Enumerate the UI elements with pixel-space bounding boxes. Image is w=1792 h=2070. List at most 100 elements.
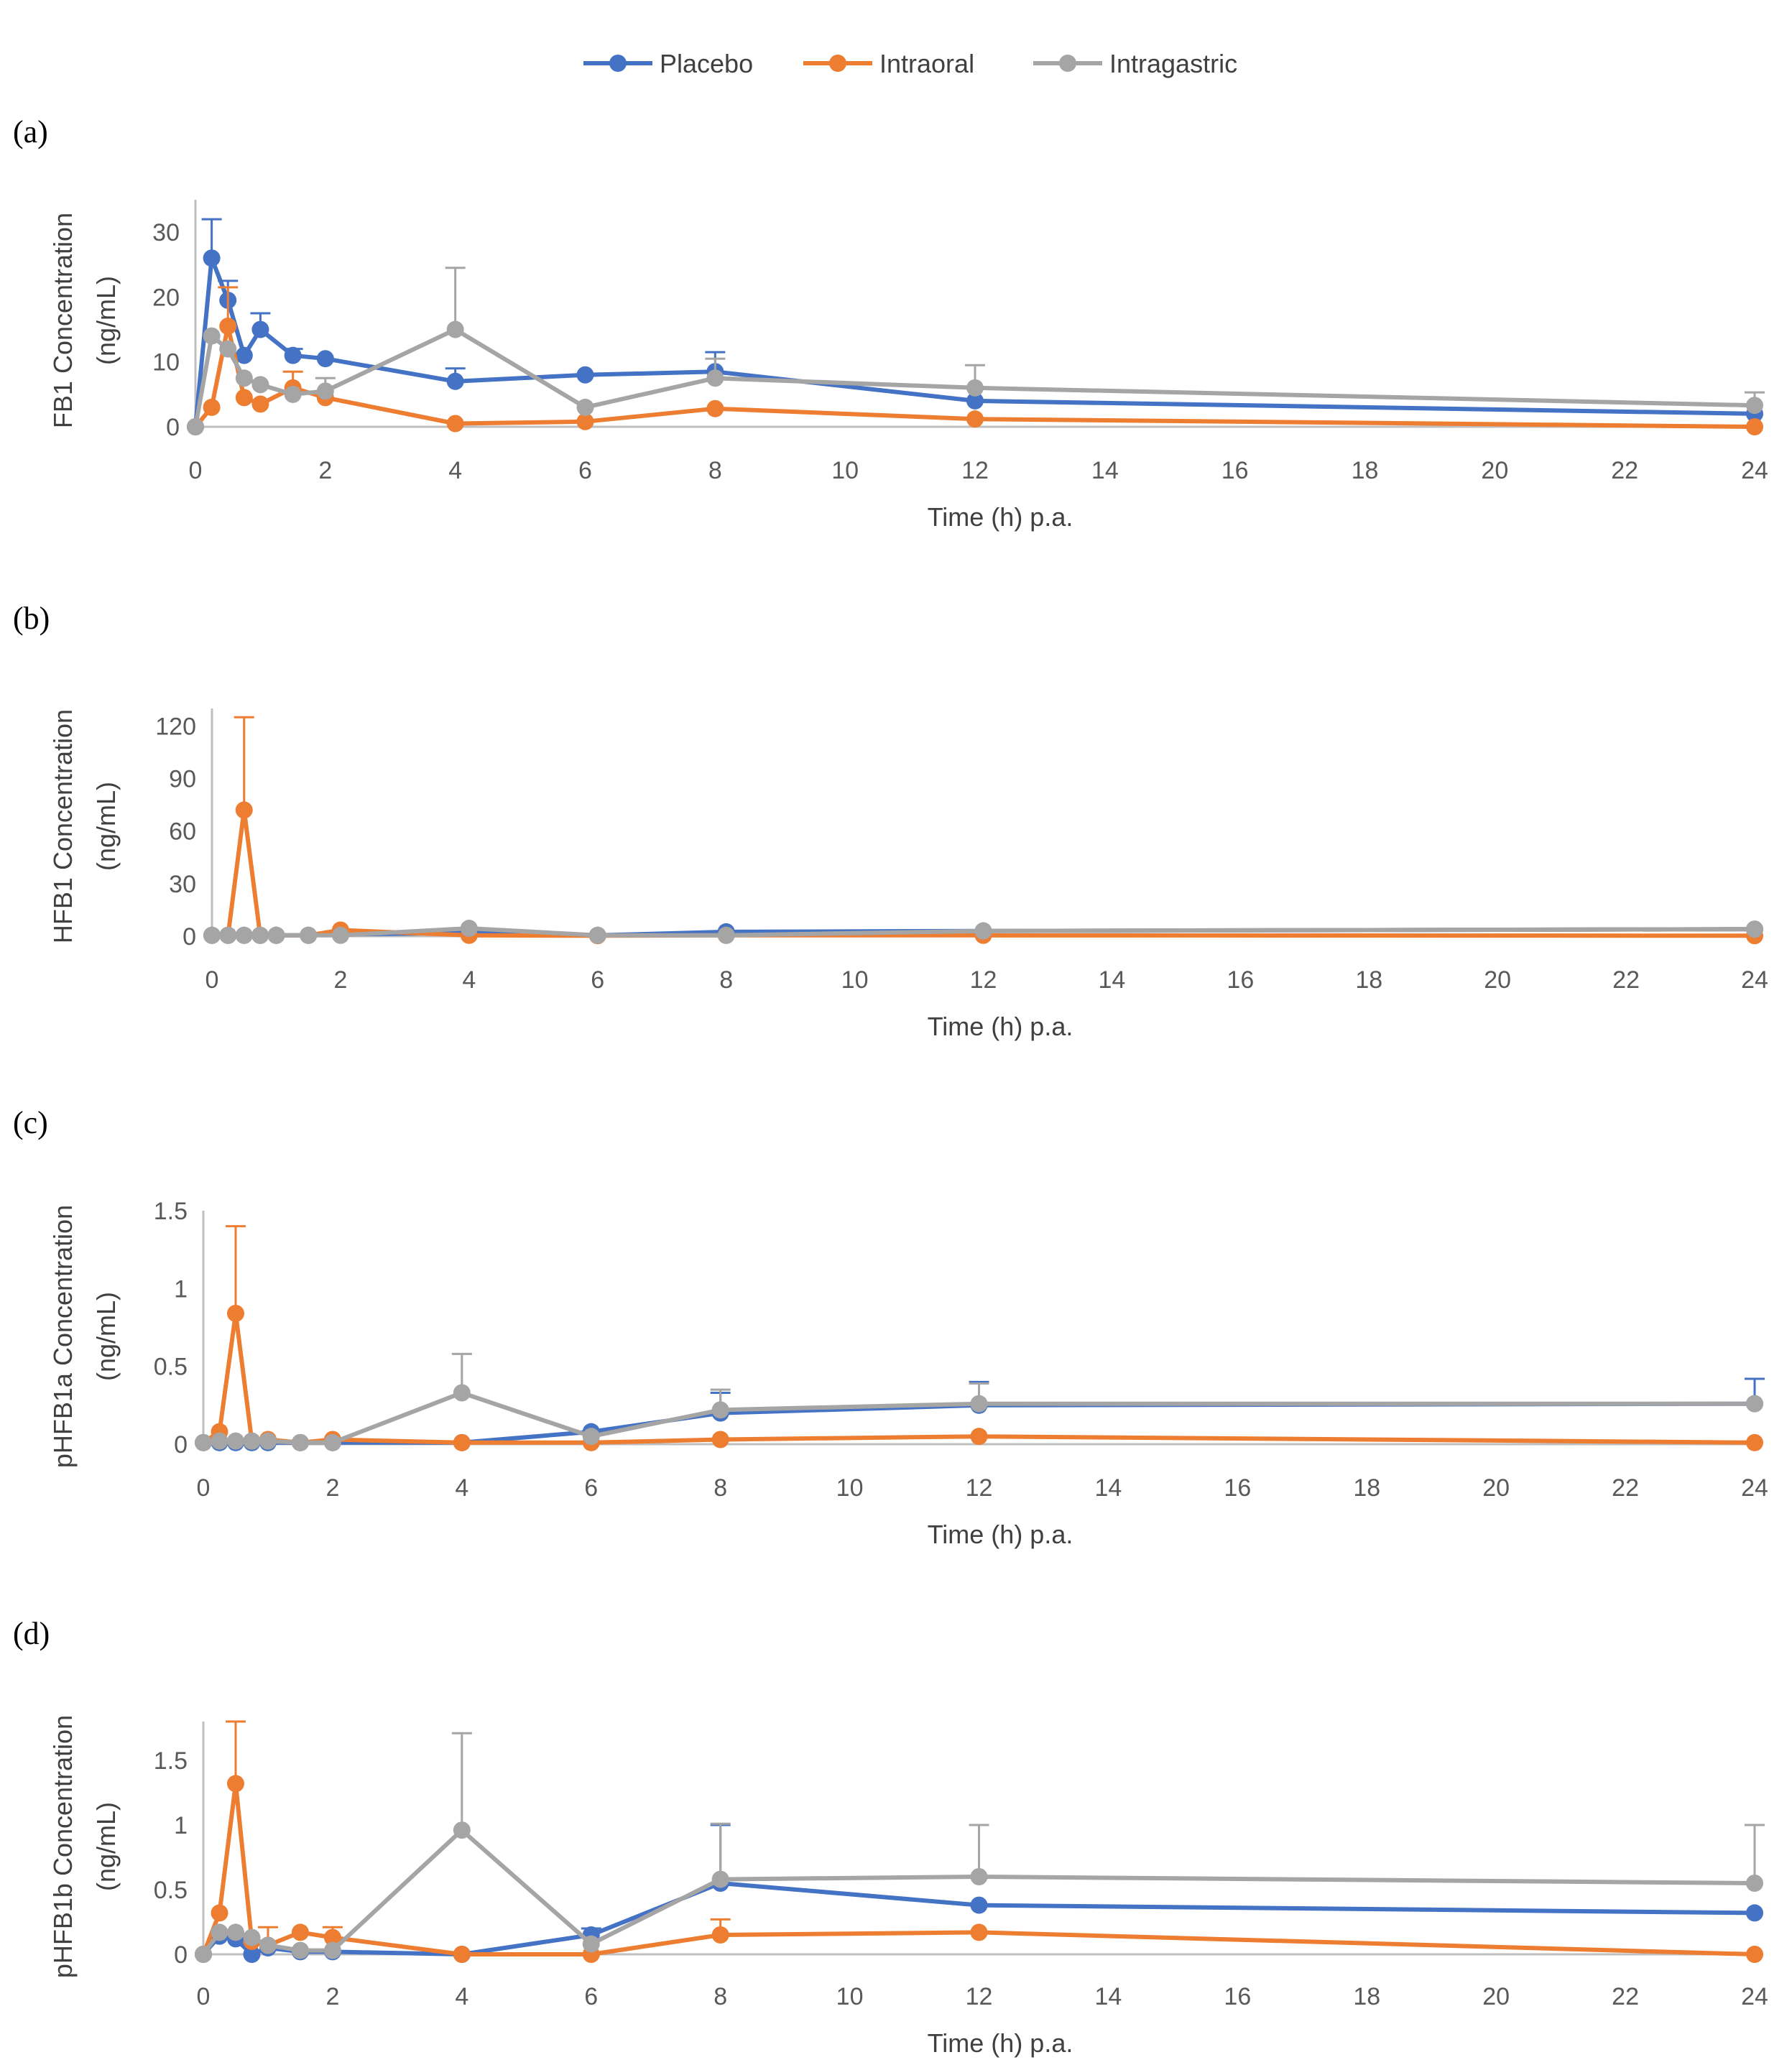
data-point-placebo <box>966 392 984 410</box>
data-point-placebo <box>235 346 253 364</box>
data-point-intragastric <box>1746 1875 1763 1892</box>
legend-item-placebo: Placebo <box>583 49 753 78</box>
x-tick-label: 22 <box>1612 1474 1639 1502</box>
x-tick-label: 6 <box>591 966 604 994</box>
x-tick-label: 20 <box>1482 1983 1510 2010</box>
series-intragastric <box>203 920 1763 944</box>
x-tick-label: 12 <box>966 1474 993 1502</box>
data-point-intragastric <box>187 418 204 435</box>
data-point-intragastric <box>211 1923 228 1941</box>
y-tick-label: 90 <box>169 766 196 793</box>
x-tick-label: 4 <box>462 966 476 994</box>
y-tick-label: 0 <box>166 414 180 441</box>
y-tick-label: 1.5 <box>154 1198 188 1225</box>
y-tick-label: 10 <box>152 349 180 376</box>
x-tick-label: 22 <box>1612 966 1640 994</box>
data-point-intragastric <box>446 320 464 338</box>
data-point-intraoral <box>211 1904 228 1922</box>
data-point-intragastric <box>243 1928 261 1946</box>
series-intragastric <box>195 1732 1765 1963</box>
series-intraoral <box>203 716 1763 945</box>
data-point-intragastric <box>970 1868 988 1885</box>
x-tick-label: 6 <box>584 1474 598 1502</box>
x-tick-label: 10 <box>841 966 869 994</box>
x-axis-title: Time (h) p.a. <box>928 502 1073 532</box>
x-tick-label: 0 <box>197 1474 211 1502</box>
data-point-intraoral <box>711 1926 729 1944</box>
x-tick-label: 2 <box>325 1474 339 1502</box>
data-point-intragastric <box>966 379 984 397</box>
data-point-intragastric <box>291 1433 309 1451</box>
x-tick-label: 8 <box>713 1474 727 1502</box>
x-tick-label: 24 <box>1741 457 1768 484</box>
y-axis-unit: (ng/mL) <box>91 782 121 871</box>
x-tick-label: 0 <box>189 457 203 484</box>
x-tick-label: 16 <box>1224 1983 1251 2010</box>
series-intragastric <box>195 1352 1763 1451</box>
data-point-intraoral <box>966 410 984 428</box>
x-tick-label: 4 <box>455 1474 468 1502</box>
series-line-intraoral <box>202 1311 1755 1445</box>
x-tick-label: 4 <box>448 457 462 484</box>
data-point-intragastric <box>203 327 221 345</box>
data-point-intragastric <box>226 1923 244 1941</box>
data-point-placebo <box>576 366 594 384</box>
data-point-placebo <box>970 1896 988 1914</box>
legend-label-intraoral: Intraoral <box>879 49 974 78</box>
x-tick-label: 22 <box>1611 457 1638 484</box>
x-tick-label: 16 <box>1221 457 1249 484</box>
x-tick-label: 2 <box>333 966 347 994</box>
data-point-placebo <box>1746 1904 1763 1922</box>
y-tick-label: 1.5 <box>154 1747 188 1775</box>
data-point-intragastric <box>291 1941 309 1959</box>
y-tick-label: 0.5 <box>154 1354 188 1381</box>
data-point-intraoral <box>970 1428 988 1446</box>
x-tick-label: 18 <box>1355 966 1382 994</box>
x-tick-label: 12 <box>966 1983 993 2010</box>
x-tick-label: 14 <box>1095 1474 1122 1502</box>
panel-c: (c) pHFB1a Concentration (ng/mL) Time (h… <box>13 1105 1768 1549</box>
x-tick-label: 14 <box>1091 457 1119 484</box>
data-point-intraoral <box>453 1946 471 1963</box>
y-tick-label: 1 <box>174 1812 188 1839</box>
data-point-placebo <box>316 350 334 368</box>
data-point-intragastric <box>259 1432 277 1450</box>
data-point-intraoral <box>1746 1433 1763 1451</box>
data-point-intraoral <box>251 395 269 413</box>
data-point-intragastric <box>203 926 221 944</box>
y-tick-label: 0.5 <box>154 1877 188 1904</box>
data-point-intraoral <box>576 412 594 430</box>
data-point-intragastric <box>453 1384 471 1402</box>
data-point-intragastric <box>259 1936 277 1954</box>
data-point-intragastric <box>717 926 735 944</box>
x-tick-label: 10 <box>836 1474 864 1502</box>
data-point-intragastric <box>582 1935 600 1953</box>
x-axis-title: Time (h) p.a. <box>928 2028 1073 2058</box>
x-tick-label: 16 <box>1227 966 1254 994</box>
data-point-intraoral <box>711 1431 729 1448</box>
data-point-intragastric <box>323 1941 341 1959</box>
x-tick-label: 20 <box>1481 457 1508 484</box>
y-tick-label: 20 <box>152 284 180 311</box>
data-point-intraoral <box>970 1923 988 1941</box>
data-point-intragastric <box>331 926 349 944</box>
x-tick-label: 8 <box>719 966 733 994</box>
data-point-intragastric <box>970 1395 988 1413</box>
x-tick-label: 18 <box>1352 457 1379 484</box>
data-point-intragastric <box>582 1428 600 1446</box>
data-point-intraoral <box>235 389 253 407</box>
y-axis-unit: (ng/mL) <box>91 276 121 365</box>
data-point-intragastric <box>711 1401 729 1419</box>
series-intragastric <box>187 267 1765 435</box>
data-point-intraoral <box>1746 1946 1763 1963</box>
data-point-placebo <box>446 372 464 390</box>
data-point-intraoral <box>226 1305 244 1322</box>
data-point-intragastric <box>1746 397 1763 415</box>
data-point-intragastric <box>300 926 318 944</box>
panel-label: (c) <box>13 1105 48 1140</box>
x-axis-title: Time (h) p.a. <box>928 1520 1073 1549</box>
y-tick-label: 120 <box>155 713 196 740</box>
data-point-intragastric <box>284 385 302 403</box>
data-point-placebo <box>251 320 269 338</box>
